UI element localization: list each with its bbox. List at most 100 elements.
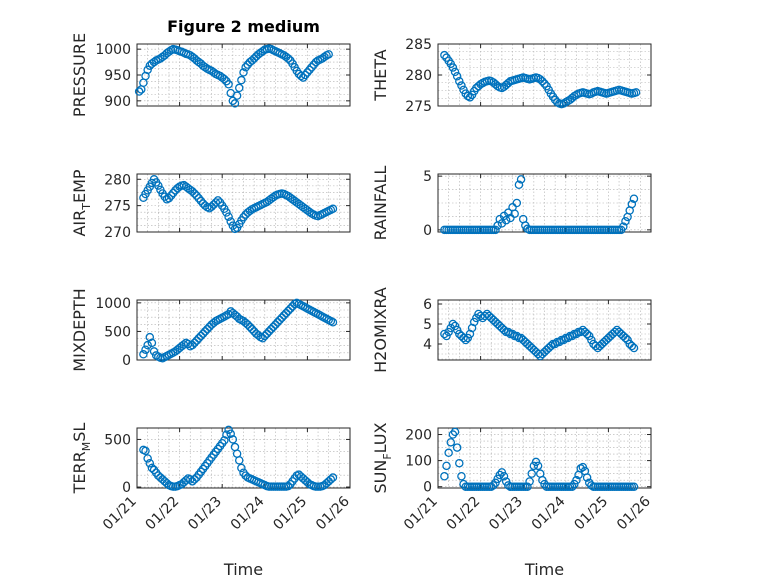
- data-point: [181, 476, 191, 485]
- data-point: [328, 473, 338, 482]
- data-point: [627, 341, 637, 351]
- data-point: [228, 435, 238, 444]
- axes-frame: [437, 173, 652, 233]
- x-tick-label: 01/23: [486, 494, 526, 534]
- data-point: [143, 340, 152, 350]
- y-axis-label: MIXDEPTH: [70, 288, 89, 371]
- data-point: [448, 319, 458, 329]
- x-tick-label: 01/24: [228, 493, 268, 533]
- data-point: [147, 463, 157, 473]
- data-point: [190, 338, 199, 348]
- y-tick-label: 100: [405, 454, 432, 470]
- axes-frame: [136, 427, 351, 489]
- y-axis-label: RAINFALL: [371, 166, 390, 241]
- y-tick-label: 5: [423, 169, 432, 185]
- data-point: [510, 209, 519, 218]
- data-point: [149, 347, 159, 356]
- data-point: [168, 188, 178, 198]
- data-point: [301, 70, 310, 80]
- data-point: [450, 427, 460, 437]
- data-point: [222, 430, 231, 439]
- data-point: [465, 93, 475, 102]
- data-point: [145, 332, 155, 342]
- data-point: [328, 318, 338, 327]
- data-point: [245, 322, 255, 332]
- data-point: [164, 194, 174, 203]
- data-point: [587, 335, 596, 345]
- data-point: [247, 324, 257, 334]
- data-point: [450, 67, 460, 77]
- y-axis-label-main: THETA: [371, 49, 390, 101]
- data-point: [504, 327, 513, 337]
- data-point: [209, 318, 218, 328]
- data-point: [442, 331, 451, 341]
- data-point: [147, 338, 157, 348]
- series-markers: [139, 298, 338, 363]
- x-axis-label: Time: [524, 560, 564, 579]
- y-tick-label: 5: [423, 317, 432, 333]
- data-point: [629, 482, 639, 491]
- x-tick-label: 01/23: [185, 494, 225, 534]
- data-point: [550, 339, 560, 349]
- data-point: [324, 50, 333, 59]
- x-axis-label: Time: [223, 560, 263, 579]
- y-tick-label: 950: [104, 68, 131, 84]
- data-point: [446, 438, 456, 447]
- y-tick-label: 270: [104, 225, 131, 241]
- data-point: [196, 331, 206, 341]
- data-point: [629, 194, 639, 203]
- data-point: [145, 458, 155, 468]
- data-point: [463, 333, 473, 343]
- data-point: [200, 63, 210, 72]
- data-point: [567, 331, 577, 341]
- y-axis-label: PRESSURE: [70, 33, 89, 117]
- data-point: [440, 329, 449, 339]
- y-axis-label-tail: EMP: [70, 169, 89, 203]
- data-point: [501, 215, 511, 225]
- y-tick-label: 0: [423, 223, 432, 239]
- y-axis-label-tail: SL: [70, 423, 89, 442]
- data-point: [271, 320, 280, 329]
- data-point: [134, 87, 144, 96]
- data-point: [512, 198, 522, 208]
- data-point: [559, 335, 568, 345]
- data-point: [440, 50, 449, 60]
- subplot-pressure: 900 950 1000 PRESSURE Figure 2 medium: [70, 17, 351, 117]
- data-point: [621, 333, 630, 343]
- data-point: [203, 324, 212, 334]
- subplot-h2omixra: 4 5 6 H2OMIXRA: [371, 287, 652, 373]
- data-point: [264, 327, 274, 336]
- data-point: [623, 335, 632, 345]
- axes-background: [437, 427, 652, 489]
- series-markers: [139, 175, 338, 234]
- y-tick-label: 275: [405, 99, 432, 115]
- data-point: [572, 329, 581, 339]
- data-point: [631, 88, 641, 97]
- data-point: [499, 325, 509, 335]
- data-point: [512, 331, 522, 341]
- data-point: [196, 196, 206, 206]
- y-tick-label: 280: [104, 172, 131, 188]
- data-point: [584, 331, 594, 341]
- data-point: [241, 471, 250, 480]
- data-point: [440, 472, 449, 481]
- x-tick-label: 01/22: [444, 494, 484, 534]
- subplot-terr-msl: 0 500 01/21 01/22 01/23 01/24 01/25 01/26 Time TE…: [70, 423, 353, 579]
- series-markers: [139, 425, 338, 491]
- data-point: [448, 63, 458, 72]
- y-tick-label: 0: [122, 480, 131, 496]
- data-point: [228, 96, 238, 106]
- y-axis-label: AIRTEMP: [70, 169, 93, 236]
- data-point: [273, 318, 282, 327]
- data-point: [166, 191, 176, 200]
- y-axis-label: H2OMIXRA: [371, 287, 390, 373]
- data-point: [296, 71, 306, 81]
- data-point: [220, 74, 229, 84]
- data-point: [457, 81, 466, 90]
- x-tick-label: 01/21: [401, 494, 441, 534]
- data-point: [224, 80, 233, 89]
- data-point: [222, 208, 231, 217]
- data-point: [619, 222, 628, 231]
- series-markers: [440, 427, 639, 491]
